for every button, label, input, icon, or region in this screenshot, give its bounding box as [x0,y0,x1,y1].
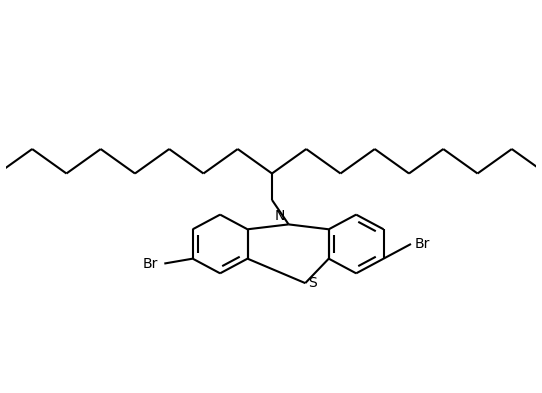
Text: Br: Br [143,257,158,270]
Text: N: N [274,209,285,223]
Text: S: S [308,276,317,290]
Text: Br: Br [415,237,430,251]
